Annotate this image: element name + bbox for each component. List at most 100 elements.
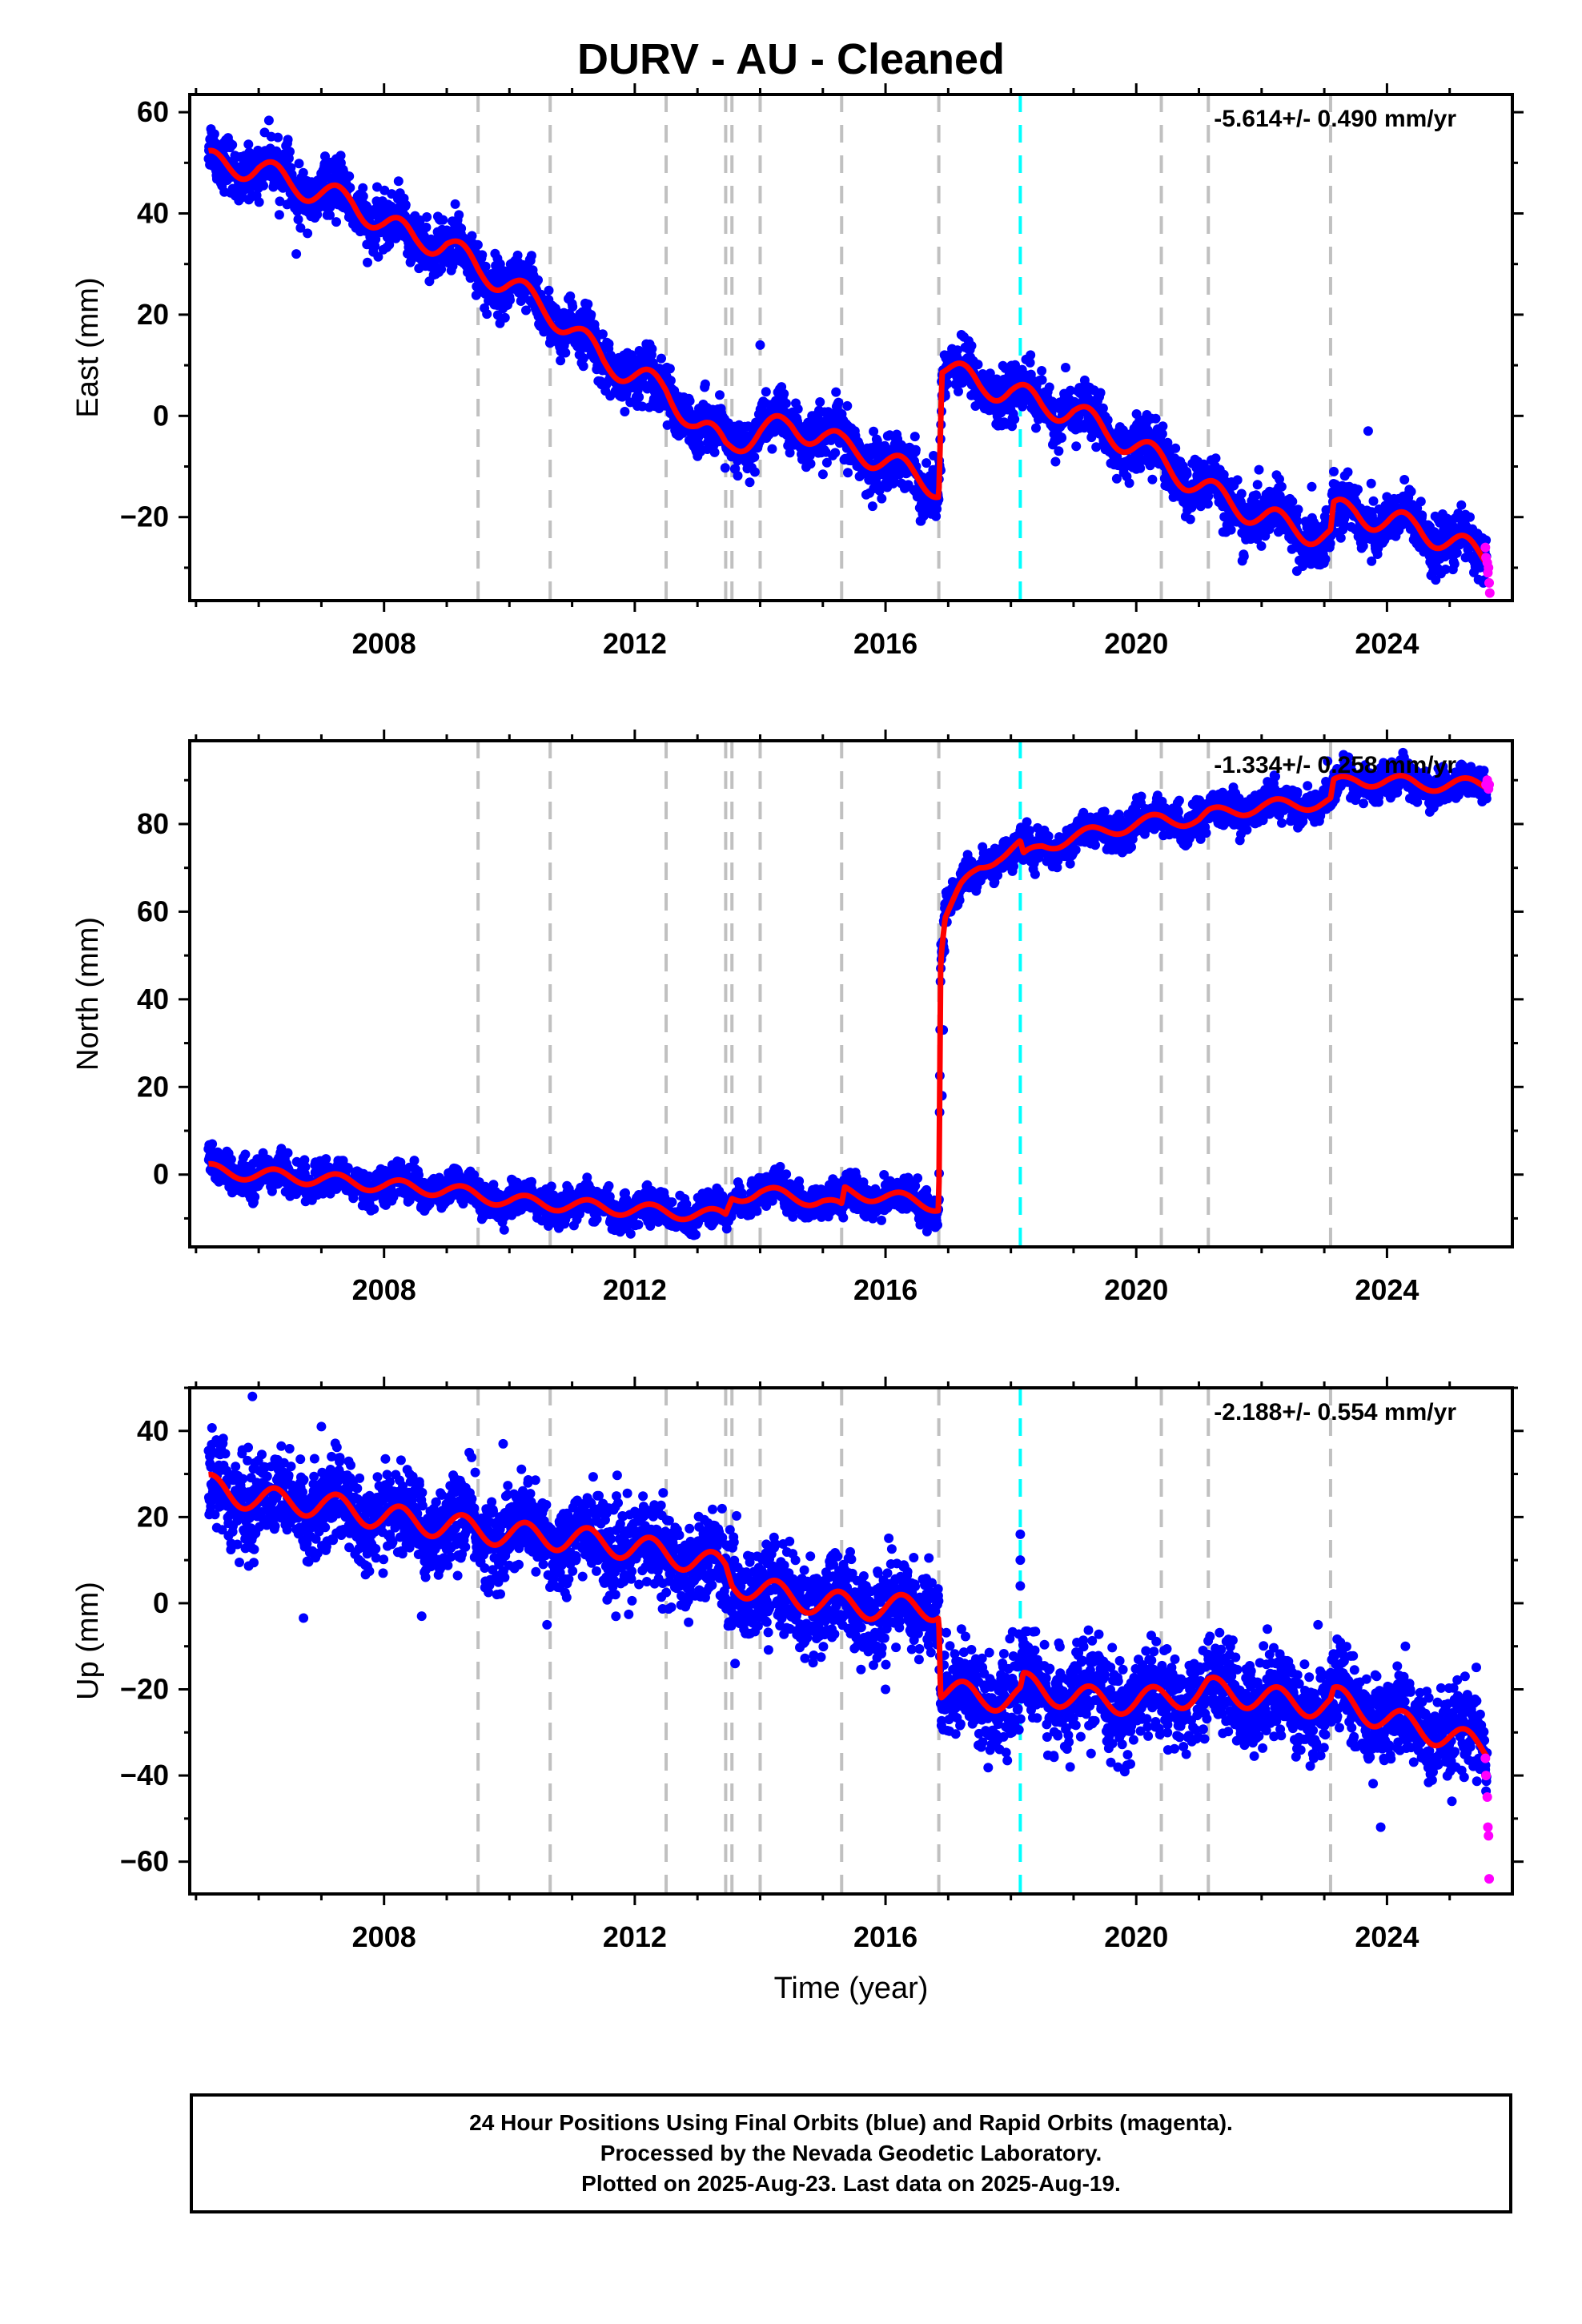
final-orbit-point	[1044, 382, 1054, 392]
final-orbit-point	[1353, 485, 1363, 495]
final-orbit-point	[1399, 475, 1410, 485]
final-orbit-point	[303, 228, 313, 239]
final-orbit-point	[325, 210, 335, 220]
final-orbit-point	[733, 471, 743, 481]
final-orbit-point	[1335, 533, 1346, 543]
final-orbit-point	[877, 493, 887, 504]
y-tick-label: −20	[120, 501, 169, 533]
final-orbit-point	[533, 275, 543, 285]
final-orbit-point	[1415, 497, 1426, 507]
final-orbit-point	[482, 309, 492, 320]
final-orbit-point	[283, 135, 293, 145]
final-orbit-point	[560, 348, 571, 358]
final-orbit-point	[1236, 489, 1247, 499]
final-orbit-point	[1102, 415, 1113, 425]
final-orbit-point	[637, 401, 648, 412]
final-orbit-point	[226, 1154, 236, 1164]
final-orbit-point	[565, 291, 576, 301]
x-tick-label: 2024	[1355, 627, 1419, 660]
final-orbit-point	[240, 1149, 251, 1160]
final-orbit-point	[250, 1192, 260, 1202]
final-orbit-point	[421, 222, 432, 232]
final-orbit-point	[761, 387, 771, 397]
final-orbit-point	[373, 251, 383, 262]
x-tick-label: 2016	[853, 627, 917, 660]
final-orbit-point	[1031, 423, 1041, 433]
final-orbit-point	[1252, 480, 1263, 490]
final-orbit-point	[379, 185, 390, 195]
final-orbit-point	[300, 1162, 311, 1172]
final-orbit-point	[1061, 363, 1070, 372]
rate-label: -5.614+/- 0.490 mm/yr	[1214, 106, 1456, 132]
final-orbit-point	[259, 180, 268, 191]
final-orbit-points-north	[203, 747, 1492, 1240]
final-orbit-point	[1465, 512, 1475, 522]
final-orbit-point	[656, 353, 666, 364]
final-orbit-point	[273, 132, 283, 143]
final-orbit-point	[842, 400, 853, 411]
final-orbit-point	[1320, 554, 1331, 565]
final-orbit-point	[207, 1139, 218, 1149]
final-orbit-point	[954, 386, 963, 396]
final-orbit-point	[1010, 414, 1020, 424]
final-orbit-point	[456, 223, 467, 234]
outlier-point	[1363, 426, 1373, 436]
final-orbit-point	[665, 364, 675, 374]
final-orbit-point	[275, 196, 285, 207]
final-orbit-point	[1150, 413, 1161, 424]
final-orbit-point	[586, 310, 596, 320]
final-orbit-point	[436, 264, 447, 275]
final-orbit-point	[700, 379, 710, 389]
outlier-point	[755, 340, 765, 350]
final-orbit-point	[294, 159, 304, 169]
rapid-orbit-point	[1480, 542, 1491, 553]
final-orbit-point	[604, 339, 614, 349]
final-orbit-point	[1254, 464, 1264, 475]
plot-area-east	[203, 94, 1495, 601]
final-orbit-point	[578, 361, 588, 372]
final-orbit-point	[781, 398, 791, 408]
final-orbit-point	[454, 210, 464, 220]
final-orbit-point	[831, 387, 841, 397]
final-orbit-point	[227, 139, 238, 150]
page-title: DURV - AU - Cleaned	[576, 35, 1006, 83]
final-orbit-point	[467, 231, 477, 241]
final-orbit-point	[243, 139, 254, 150]
final-orbit-point	[1057, 432, 1067, 443]
final-orbit-point	[833, 397, 844, 408]
final-orbit-point	[409, 1156, 420, 1166]
final-orbit-point	[263, 115, 274, 126]
final-orbit-point	[720, 463, 730, 473]
y-axis-label: East (mm)	[71, 277, 105, 417]
final-orbit-point	[568, 302, 578, 312]
final-orbit-point	[371, 234, 381, 244]
final-orbit-point	[369, 1204, 379, 1214]
plot-area-north	[203, 741, 1495, 1247]
final-orbit-point	[1368, 496, 1379, 506]
final-orbit-point	[448, 261, 458, 271]
final-orbit-point	[1185, 514, 1195, 525]
final-orbit-point	[583, 299, 593, 309]
final-orbit-point	[665, 376, 676, 386]
final-orbit-point	[1050, 456, 1061, 467]
final-orbit-point	[973, 360, 983, 370]
final-orbit-point	[1124, 478, 1134, 489]
final-orbit-point	[1251, 490, 1261, 501]
final-orbit-point	[867, 501, 877, 512]
final-orbit-point	[779, 388, 789, 399]
final-orbit-point	[647, 344, 657, 354]
final-orbit-point	[1211, 453, 1221, 464]
final-orbit-point	[544, 285, 554, 296]
final-orbit-point	[331, 217, 341, 227]
final-orbit-point	[843, 468, 853, 478]
final-orbit-point	[344, 171, 355, 182]
x-tick-label: 2008	[352, 627, 416, 660]
final-orbit-point	[1293, 505, 1303, 515]
y-tick-label: 20	[137, 298, 169, 331]
final-orbit-point	[209, 129, 219, 139]
final-orbit-point	[1158, 421, 1168, 432]
final-orbit-point	[1452, 548, 1462, 558]
final-orbit-point	[321, 1154, 331, 1164]
final-orbit-point	[1449, 559, 1460, 569]
